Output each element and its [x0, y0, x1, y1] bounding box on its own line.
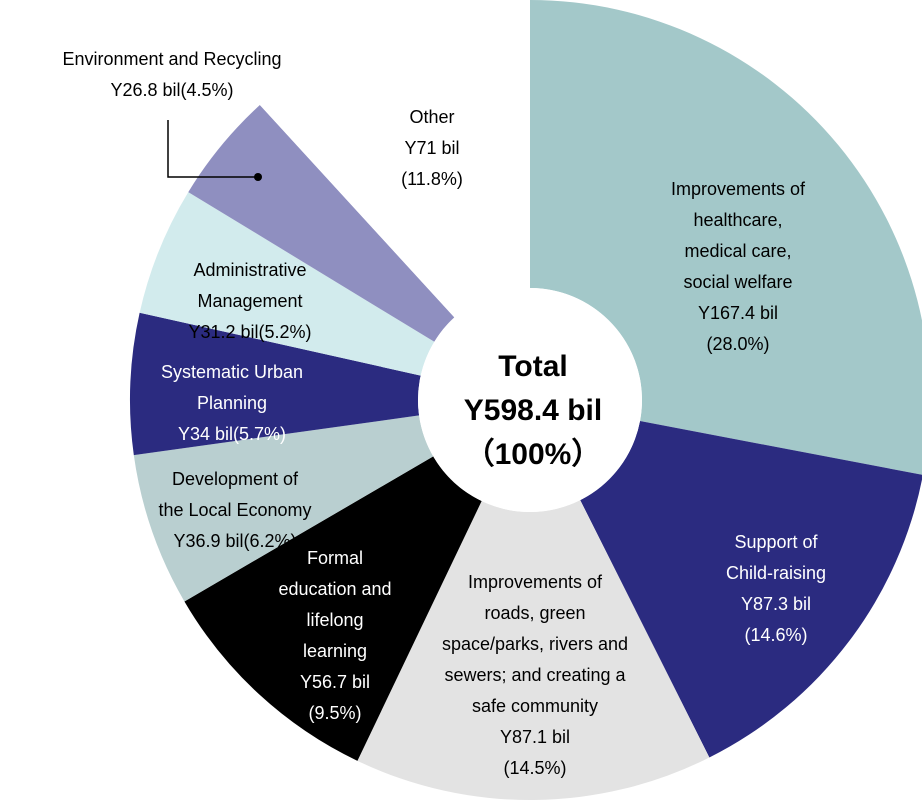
slice-label: Y56.7 bil [300, 672, 370, 692]
slice [139, 192, 435, 376]
slice-label: Y26.8 bil(4.5%) [110, 80, 233, 100]
slice-label: (28.0%) [706, 334, 769, 354]
slice-label: (14.6%) [744, 625, 807, 645]
slice-label: Development of [172, 469, 299, 489]
leader-line [167, 120, 258, 178]
slice-label: healthcare, [693, 210, 782, 230]
slice [184, 456, 482, 761]
slice-label: education and [278, 579, 391, 599]
slice-label: Administrative [193, 260, 306, 280]
slice-label: lifelong [306, 610, 363, 630]
slice [188, 104, 455, 342]
slice-label: (14.5%) [503, 758, 566, 778]
slice-label: Y87.1 bil [500, 727, 570, 747]
slice-label: medical care, [684, 241, 791, 261]
donut-hole [418, 288, 642, 512]
slice [259, 0, 530, 318]
slice-label: roads, green [484, 603, 585, 623]
slice-label: Planning [197, 393, 267, 413]
slice-label: Systematic Urban [161, 362, 303, 382]
slice [129, 312, 421, 456]
slice [530, 0, 922, 475]
slice-label: Y87.3 bil [741, 594, 811, 614]
slice [357, 500, 710, 800]
slice-label: Support of [734, 532, 818, 552]
slice-label: Environment and Recycling [62, 49, 281, 69]
slice [133, 415, 434, 602]
slice-label: (11.8%) [401, 169, 463, 189]
center-label: Y598.4 bil [464, 394, 602, 427]
slice-label: safe community [472, 696, 598, 716]
slice-label: Improvements of [671, 179, 806, 199]
slice-label: Formal [307, 548, 363, 568]
center-label: Total [498, 350, 567, 383]
slice-label: Improvements of [468, 572, 603, 592]
slice-label: Y36.9 bil(6.2%) [173, 531, 296, 551]
slice-label: (9.5%) [308, 703, 361, 723]
leader-dot [254, 173, 262, 181]
slice-label: Child-raising [726, 563, 826, 583]
slice-label: Y31.2 bil(5.2%) [188, 322, 311, 342]
center-label: （100%） [465, 437, 602, 471]
slice-label: social welfare [683, 272, 792, 292]
slice-label: sewers; and creating a [444, 665, 626, 685]
slice-label: Other [409, 107, 454, 127]
slice-label: learning [303, 641, 367, 661]
slice-label: Y71 bil [404, 138, 459, 158]
slice-label: the Local Economy [158, 500, 311, 520]
slice-label: Y34 bil(5.7%) [178, 424, 286, 444]
slice-label: Y167.4 bil [698, 303, 778, 323]
slice-label: Management [197, 291, 302, 311]
slice-label: space/parks, rivers and [442, 634, 628, 654]
slice [580, 420, 922, 758]
